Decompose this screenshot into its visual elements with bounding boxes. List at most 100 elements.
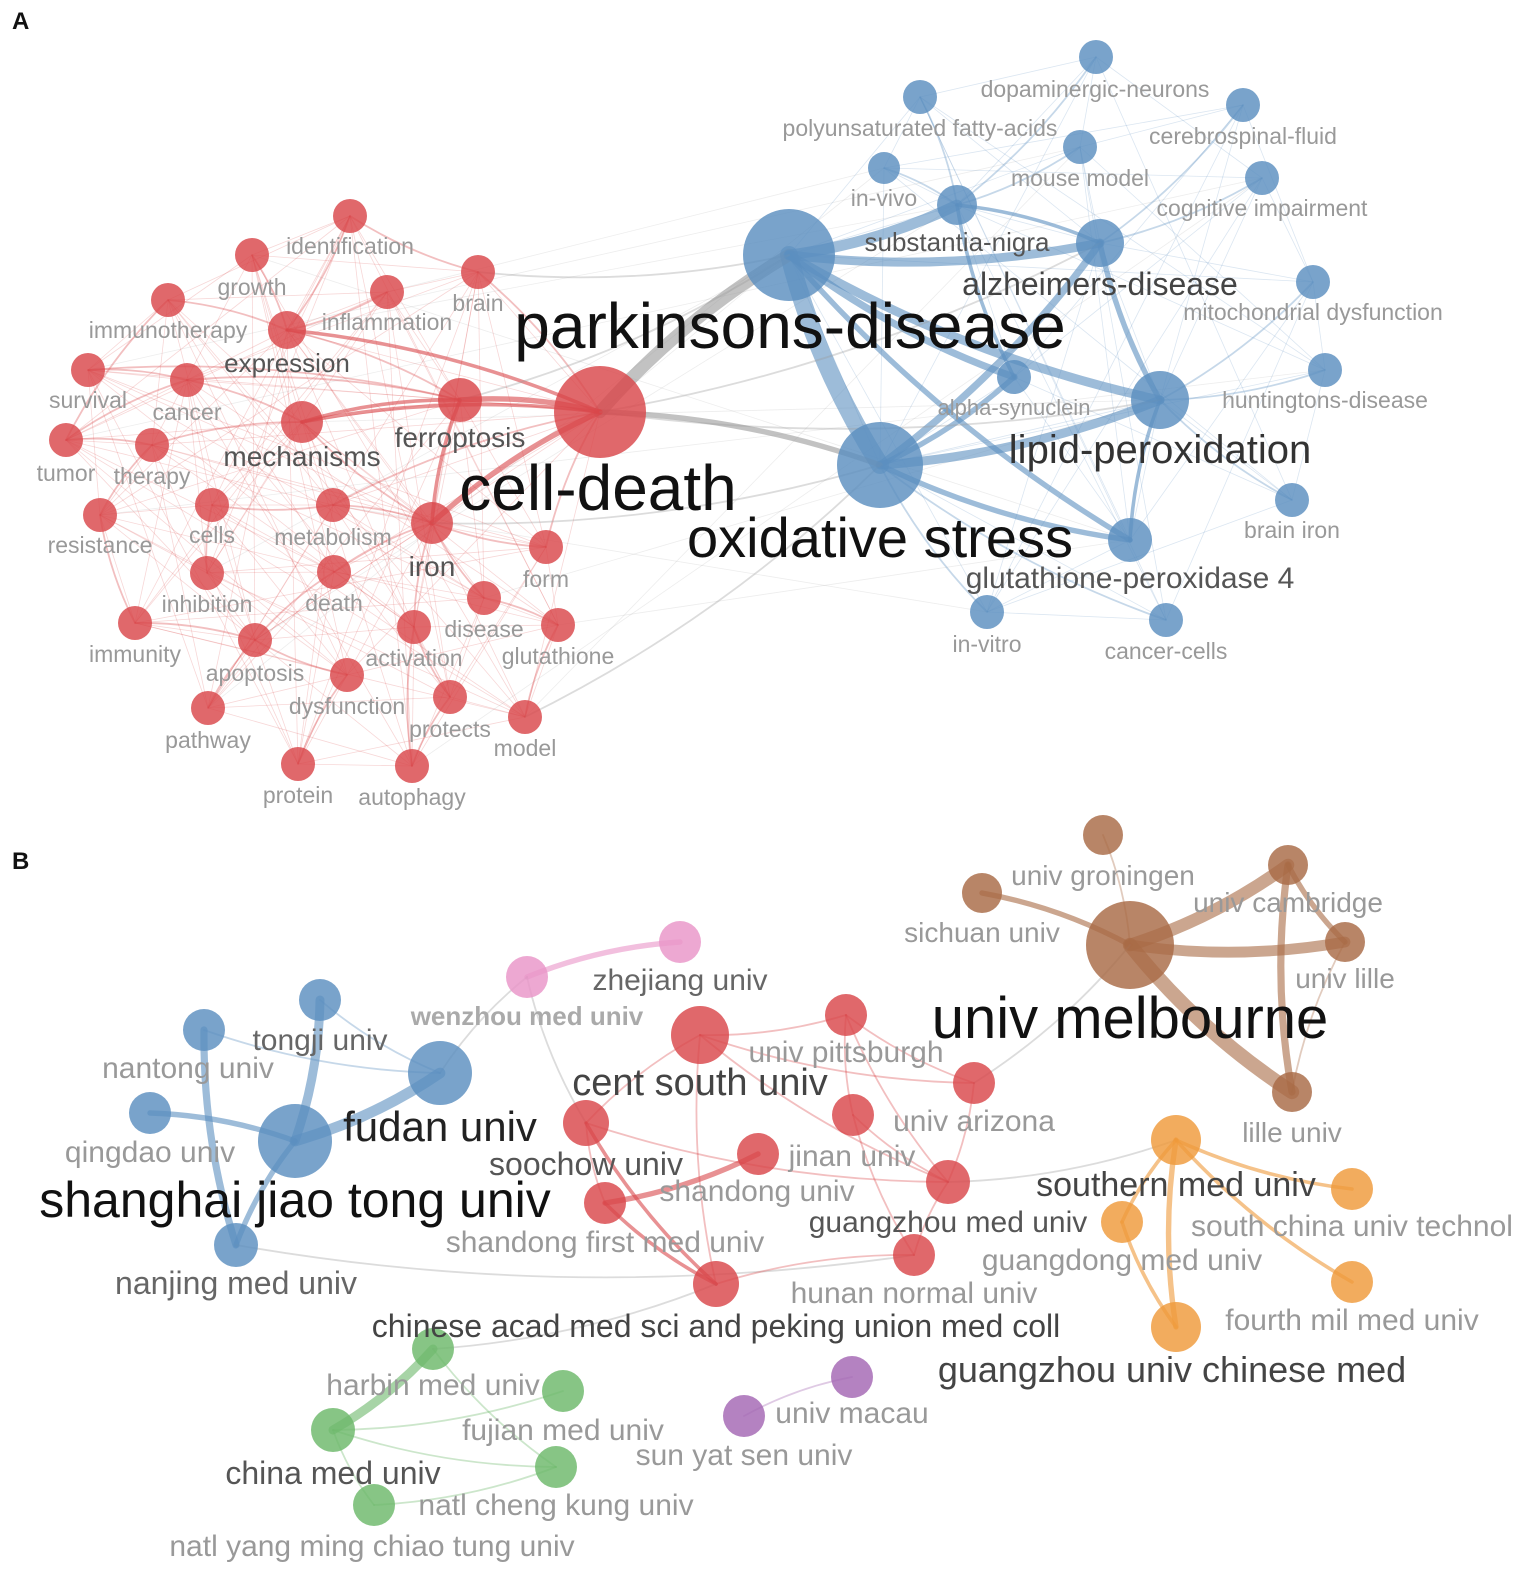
network-a-mesh-edge (986, 539, 1131, 613)
network-a-edge (1099, 104, 1244, 244)
network-a-mesh-edge (65, 291, 388, 441)
network-b-label-cent-south-univ: cent south univ (572, 1062, 828, 1104)
network-a-mesh-edge (99, 399, 461, 516)
network-a-mesh-edge (65, 439, 334, 506)
network-b-label-guangdong-med-univ: guangdong med univ (982, 1244, 1262, 1277)
network-a-mesh-edge (301, 421, 451, 698)
network-a-node-dysfunction (330, 658, 364, 692)
network-a-node-apoptosis (238, 623, 272, 657)
network-a-mesh-edge (286, 329, 433, 524)
network-a-mesh-edge (477, 271, 485, 599)
network-a-mesh-edge (1129, 281, 1314, 541)
network-a-node-form (529, 530, 563, 564)
network-a-label-brain-iron: brain iron (1244, 517, 1340, 543)
network-a-mesh-edge (1013, 177, 1263, 378)
network-a-edge (477, 254, 790, 279)
network-a-label-protects: protects (409, 716, 491, 742)
network-a-label-cancer-cells: cancer-cells (1105, 638, 1228, 664)
network-a-mesh-edge (459, 399, 547, 548)
network-a-mesh-edge (167, 291, 388, 301)
network-a-mesh-edge (459, 399, 485, 599)
network-a-node-metabolism (316, 488, 350, 522)
network-a-edge (87, 365, 461, 401)
network-b-edge (715, 1254, 915, 1285)
network-a-label-activation: activation (365, 645, 462, 671)
network-a-mesh-edge (301, 421, 413, 767)
network-a-label-metabolism: metabolism (274, 524, 392, 550)
network-a-label-immunity: immunity (89, 641, 182, 667)
network-b-edge (845, 1014, 949, 1183)
network-a-node-alzheimers-disease (1076, 219, 1124, 267)
network-a-mesh-edge (297, 716, 526, 765)
network-a-mesh-edge (332, 411, 601, 506)
network-a-label-dopaminergic-neurons: dopaminergic-neurons (981, 76, 1210, 102)
network-b-edge (584, 1121, 718, 1286)
network-a-mesh-edge (207, 707, 413, 767)
network-a-label-substantia-nigra: substantia-nigra (865, 227, 1051, 257)
network-a-mesh-edge (1079, 146, 1131, 541)
network-b-edge (432, 1283, 717, 1350)
network-a-mesh-edge (206, 546, 547, 574)
network-a-mesh-edge (251, 254, 479, 273)
network-b-label-univ-groningen: univ groningen (1011, 860, 1195, 891)
network-a-label-cerebrospinal-fluid: cerebrospinal-fluid (1149, 123, 1337, 149)
network-a-label-pathway: pathway (165, 727, 251, 753)
network-a-mesh-edge (333, 571, 485, 599)
network-b-label-wenzhou-med-univ: wenzhou med univ (410, 1001, 644, 1031)
network-b-node-univ-macau (831, 1356, 873, 1398)
network-a-node-glutathione (541, 608, 575, 642)
network-b-node-fudan-univ (408, 1041, 472, 1105)
network-a-label-cognitive-impairment: cognitive impairment (1157, 195, 1369, 221)
network-a-mesh-edge (167, 299, 334, 506)
network-a-mesh-edge (151, 299, 169, 446)
network-a-mesh-edge (186, 271, 479, 381)
network-b-node-guangdong-med-univ (1101, 1201, 1143, 1243)
network-a-mesh-edge (167, 299, 303, 423)
network-b-node-univ-groningen (1083, 815, 1123, 855)
network-a-mesh-edge (251, 254, 334, 506)
network-a-mesh-edge (254, 639, 299, 765)
network-a-mesh-edge (286, 329, 547, 548)
network-a-mesh-edge (87, 369, 101, 516)
network-b-edge (1174, 1138, 1354, 1284)
network-a-mesh-edge (286, 329, 415, 628)
network-b-label-chinese-acad-med-sci-and-peking-union-med-coll: chinese acad med sci and peking union me… (372, 1308, 1060, 1344)
network-a-mesh-edge (87, 369, 209, 709)
network-b-label-univ-cambridge: univ cambridge (1193, 887, 1383, 918)
network-a-mesh-edge (879, 399, 1161, 466)
network-a-mesh-edge (301, 399, 1161, 423)
network-b-label-univ-melbourne: univ melbourne (932, 986, 1329, 1051)
network-a-mesh-edge (134, 379, 188, 624)
network-a-node-brain-iron (1275, 483, 1309, 517)
network-a-label-survival: survival (49, 387, 127, 413)
network-b-node-harbin-med-univ (412, 1328, 454, 1370)
network-a-node-cell-death (554, 366, 646, 458)
network-a-mesh-edge (186, 379, 413, 767)
network-a-node-identification (333, 199, 367, 233)
network-a-mesh-edge (151, 444, 547, 548)
network-b-label-china-med-univ: china med univ (225, 1455, 440, 1491)
network-a-mesh-edge (411, 177, 1263, 767)
network-a-node-iron (411, 502, 453, 544)
network-b-node-shandong-univ (832, 1094, 874, 1136)
network-a-mesh-edge (286, 329, 601, 413)
network-a-mesh-edge (134, 291, 388, 624)
network-a-edge (286, 329, 461, 401)
network-a-mesh-edge (99, 329, 288, 516)
network-a-mesh-edge (211, 504, 256, 641)
network-a-mesh-edge (477, 271, 547, 548)
network-a-mesh-edge (87, 369, 547, 548)
network-a-label-cancer: cancer (152, 399, 221, 425)
network-b-edge (235, 1244, 915, 1279)
network-a-mesh-edge (65, 439, 526, 718)
network-a-mesh-edge (986, 104, 1244, 613)
network-a-node-huntingtons-disease (1308, 353, 1342, 387)
network-a-mesh-edge (211, 504, 348, 676)
network-b-label-qingdao-univ: qingdao univ (65, 1136, 235, 1169)
network-a-node-growth (235, 238, 269, 272)
network-a-mesh-edge (151, 254, 253, 446)
network-a-mesh-edge (207, 504, 334, 709)
network-a-mesh-edge (99, 514, 451, 698)
network-a-node-immunity (118, 606, 152, 640)
